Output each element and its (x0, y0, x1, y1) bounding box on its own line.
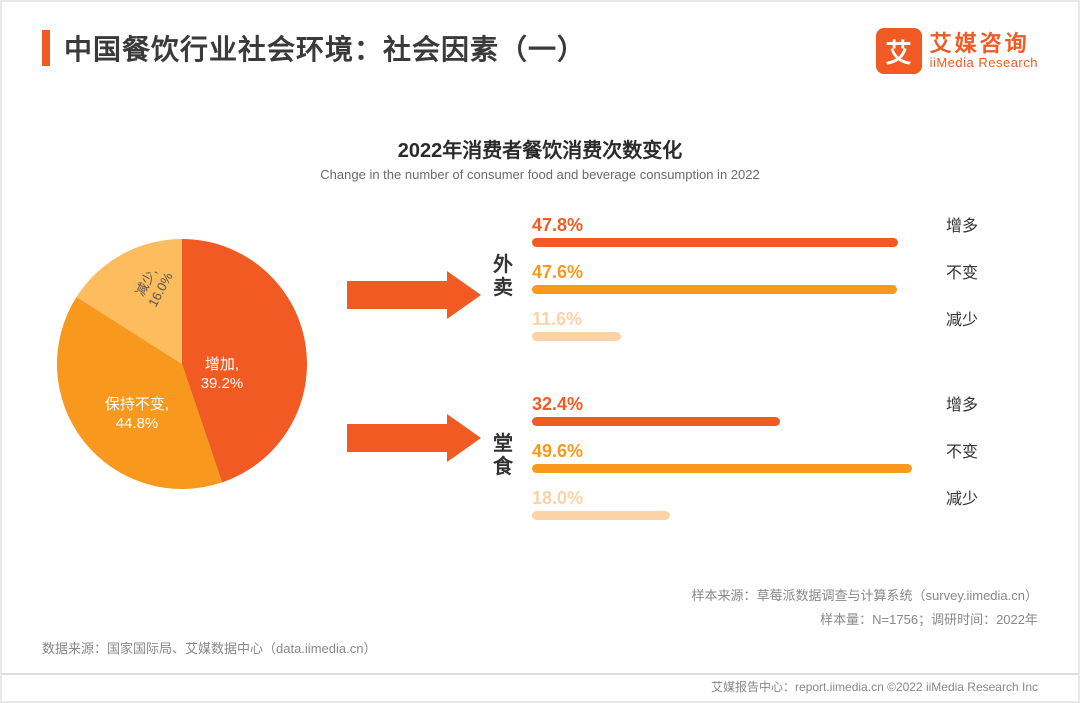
bar-fill (532, 238, 898, 247)
chart-title-cn: 2022年消费者餐饮消费次数变化 (2, 134, 1078, 163)
source-right-2: 样本量：N=1756；调研时间：2022年 (692, 608, 1038, 631)
bar-label: 减少 (946, 485, 1038, 509)
pie-label: 增加,39.2% (201, 356, 244, 392)
bar-label: 不变 (946, 438, 1038, 462)
title-wrap: 中国餐饮行业社会环境：社会因素（一） (42, 28, 586, 68)
bar-value: 18.0% (532, 488, 583, 509)
bar-row: 11.6% 减少 (532, 306, 1038, 341)
source-right: 样本来源：草莓派数据调查与计算系统（survey.iimedia.cn） 样本量… (692, 584, 1038, 631)
bar-label: 增多 (946, 212, 1038, 236)
bar-fill (532, 511, 670, 520)
bar-fill (532, 332, 621, 341)
bar-row: 18.0% 减少 (532, 485, 1038, 520)
bar-value: 11.6% (532, 309, 582, 330)
bar-fill (532, 285, 897, 294)
bar-label: 不变 (946, 259, 1038, 283)
bar-value: 47.8% (532, 215, 583, 236)
bar-row: 49.6% 不变 (532, 438, 1038, 473)
logo-mark: 艾 (876, 28, 922, 74)
source-right-1: 样本来源：草莓派数据调查与计算系统（survey.iimedia.cn） (692, 584, 1038, 607)
bar-row: 32.4% 增多 (532, 391, 1038, 426)
bar-group: 外卖 47.8% 增多 47.6% 不变 11.6% 减少 (492, 212, 1038, 341)
footer-copyright: 艾媒报告中心：report.iimedia.cn ©2022 iiMedia R… (711, 678, 1038, 695)
bar-group-label: 堂食 (492, 433, 514, 479)
bar-fill (532, 417, 780, 426)
bar-group: 堂食 32.4% 增多 49.6% 不变 18.0% 减少 (492, 391, 1038, 520)
bar-value: 32.4% (532, 394, 583, 415)
footer-divider (2, 673, 1078, 675)
chart-title-en: Change in the number of consumer food an… (2, 167, 1078, 182)
chart-title: 2022年消费者餐饮消费次数变化 Change in the number of… (2, 134, 1078, 182)
bar-list: 47.8% 增多 47.6% 不变 11.6% 减少 (532, 212, 1038, 341)
accent-bar (42, 30, 50, 66)
arrow-column (342, 271, 492, 462)
page-header: 中国餐饮行业社会环境：社会因素（一） 艾 艾媒咨询 iiMedia Resear… (2, 2, 1078, 74)
chart-content: 减少,16.0%增加,39.2%保持不变,44.8% 外卖 47.8% 增多 47.6… (2, 212, 1078, 520)
bar-section: 外卖47.8%增多47.6%不变11.6%减少堂食32.4%增多49.6%不变1… (492, 212, 1038, 520)
bar-fill (532, 464, 912, 473)
logo-en: iiMedia Research (930, 56, 1038, 71)
pie-svg: 减少,16.0%增加,39.2%保持不变,44.8% (42, 224, 322, 504)
bar-value: 47.6% (532, 262, 583, 283)
bar-list: 32.4% 增多 49.6% 不变 18.0% 减少 (532, 391, 1038, 520)
pie-chart: 减少,16.0%增加,39.2%保持不变,44.8% (42, 224, 342, 509)
bar-group-label: 外卖 (492, 254, 514, 300)
bar-label: 增多 (946, 391, 1038, 415)
bar-value: 49.6% (532, 441, 583, 462)
brand-logo: 艾 艾媒咨询 iiMedia Research (876, 28, 1038, 74)
bar-row: 47.8% 增多 (532, 212, 1038, 247)
arrow-bottom (347, 414, 487, 462)
page-title: 中国餐饮行业社会环境：社会因素（一） (64, 28, 586, 68)
source-left: 数据来源：国家国际局、艾媒数据中心（data.iimedia.cn） (42, 638, 376, 657)
arrow-top (347, 271, 487, 319)
bar-row: 47.6% 不变 (532, 259, 1038, 294)
logo-cn: 艾媒咨询 (930, 31, 1038, 56)
logo-text: 艾媒咨询 iiMedia Research (930, 31, 1038, 71)
bar-label: 减少 (946, 306, 1038, 330)
